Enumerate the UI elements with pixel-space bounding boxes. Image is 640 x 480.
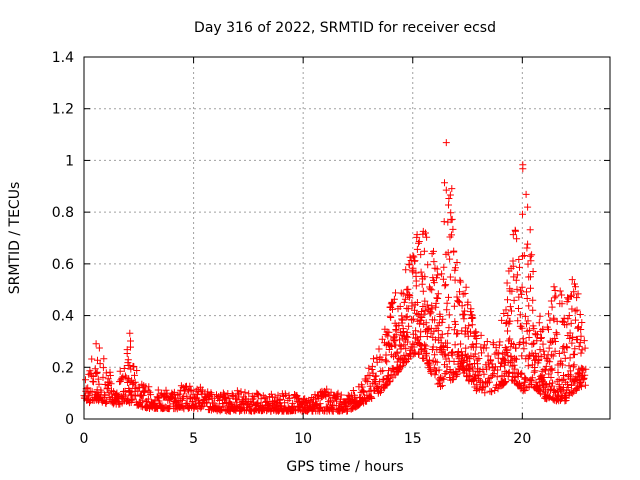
y-tick-label: 0.6 <box>52 257 74 273</box>
y-tick-label: 1 <box>65 153 74 169</box>
y-tick-label: 1.2 <box>52 102 74 118</box>
y-tick-label: 0 <box>65 412 74 428</box>
grid-lines <box>84 57 610 419</box>
chart-title: Day 316 of 2022, SRMTID for receiver ecs… <box>194 20 496 36</box>
y-tick-label: 0.2 <box>52 360 74 376</box>
y-tick-label: 0.8 <box>52 205 74 221</box>
x-tick-label: 5 <box>189 431 198 447</box>
x-tick-label: 0 <box>80 431 89 447</box>
y-axis-label: SRMTID / TECUs <box>7 182 23 295</box>
y-tick-label: 0.4 <box>52 309 74 325</box>
x-tick-label: 20 <box>513 431 531 447</box>
x-axis-ticks: 0 5 10 15 20 <box>80 57 531 447</box>
x-tick-label: 15 <box>404 431 422 447</box>
x-tick-label: 10 <box>294 431 312 447</box>
x-axis-label: GPS time / hours <box>286 459 403 475</box>
y-tick-label: 1.4 <box>52 50 74 66</box>
plot-frame <box>83 56 611 420</box>
y-axis-ticks: 0 0.2 0.4 0.6 0.8 1 1.2 1.4 <box>52 50 610 428</box>
